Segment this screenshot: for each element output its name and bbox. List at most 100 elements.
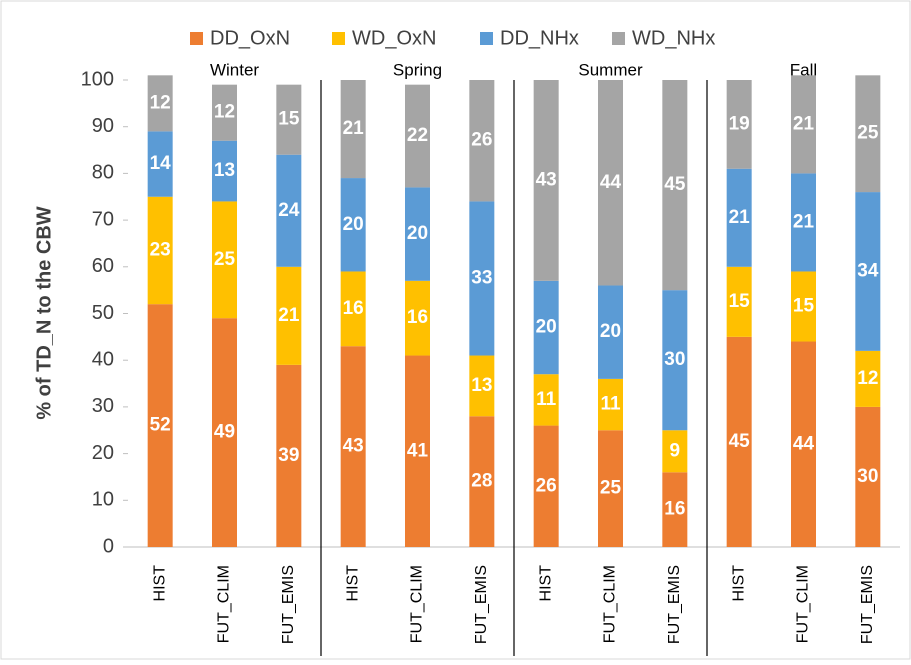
y-tick-label: 90 [92, 115, 114, 137]
value-label: 16 [664, 499, 685, 520]
value-label: 43 [536, 169, 557, 190]
bar-segment [405, 280, 430, 356]
value-label: 39 [278, 445, 299, 466]
y-tick-label: 100 [81, 68, 114, 90]
value-label: 30 [857, 466, 878, 487]
value-label: 26 [471, 130, 492, 151]
legend-swatch [332, 32, 345, 45]
x-tick-label: FUT_EMIS [666, 565, 683, 644]
legend-label: WD_OxN [352, 27, 436, 49]
bar-segment [276, 364, 302, 547]
value-label: 21 [278, 305, 300, 326]
value-label: 41 [407, 440, 429, 461]
value-label: 45 [729, 431, 751, 452]
value-label: 12 [214, 102, 235, 123]
value-label: 20 [600, 321, 621, 342]
x-tick-label: HIST [730, 565, 747, 602]
bar-segment [469, 80, 495, 202]
bar-segment [855, 192, 881, 351]
bar-segment [340, 271, 366, 347]
value-label: 13 [214, 160, 235, 181]
bar-segment [469, 355, 495, 417]
bar-segment [791, 173, 816, 272]
value-label: 21 [343, 118, 365, 139]
group-label: Winter [210, 60, 259, 79]
value-label: 11 [536, 389, 557, 410]
bar-segment [726, 266, 752, 337]
value-label: 16 [407, 307, 428, 328]
bar-segment [212, 84, 237, 141]
value-label: 43 [343, 436, 364, 457]
legend-swatch [612, 32, 625, 45]
value-label: 15 [793, 296, 815, 317]
bar-segment [855, 75, 881, 193]
y-axis-label: % of TD_N to the CBW [33, 206, 55, 419]
bar-segment [212, 140, 237, 202]
x-tick-label: FUT_CLIM [216, 565, 233, 643]
value-label: 49 [214, 422, 235, 443]
value-label: 25 [857, 123, 879, 144]
value-label: 20 [536, 317, 557, 338]
x-tick-label: HIST [537, 565, 554, 602]
x-tick-label: FUT_EMIS [859, 565, 876, 644]
group-label: Spring [393, 60, 442, 79]
value-label: 44 [793, 433, 815, 454]
value-label: 16 [343, 298, 364, 319]
value-label: 13 [471, 375, 492, 396]
bar-segment [855, 406, 881, 547]
bar-segment [533, 374, 559, 426]
y-tick-label: 0 [103, 535, 114, 557]
value-label: 11 [600, 394, 621, 415]
x-tick-label: FUT_CLIM [602, 565, 619, 643]
value-label: 9 [670, 440, 681, 461]
value-label: 14 [150, 153, 172, 174]
y-tick-label: 70 [92, 208, 114, 230]
value-label: 44 [600, 172, 622, 193]
legend-label: DD_OxN [210, 27, 290, 49]
value-label: 52 [150, 415, 171, 436]
bar-segment [533, 80, 559, 281]
bar-segment [147, 75, 173, 132]
value-label: 30 [664, 349, 685, 370]
value-label: 26 [536, 475, 557, 496]
bar-segment [855, 350, 881, 407]
bar-segment [469, 416, 495, 547]
y-tick-label: 40 [92, 348, 114, 370]
value-label: 25 [600, 478, 622, 499]
bar-segment [533, 425, 559, 547]
value-label: 15 [729, 291, 751, 312]
group-label: Summer [578, 60, 643, 79]
bar-segment [340, 346, 366, 547]
value-label: 23 [150, 239, 171, 260]
bar-segment [726, 80, 752, 169]
bar-segment [276, 84, 302, 155]
y-tick-label: 20 [92, 442, 114, 464]
bar-segment [662, 290, 688, 431]
value-label: 24 [278, 200, 300, 221]
value-label: 21 [729, 207, 751, 228]
bar-segment [662, 80, 688, 291]
bar-segment [276, 266, 302, 365]
value-label: 20 [343, 214, 364, 235]
value-label: 20 [407, 223, 428, 244]
bar-segment [533, 280, 559, 375]
value-label: 34 [857, 260, 879, 281]
y-tick-label: 60 [92, 255, 114, 277]
bar-segment [405, 187, 430, 281]
bar-segment [147, 304, 173, 547]
value-label: 33 [471, 267, 492, 288]
x-tick-label: FUT_EMIS [473, 565, 490, 644]
bar-segment [212, 318, 237, 547]
group-label: Fall [790, 60, 817, 79]
y-tick-label: 80 [92, 162, 114, 184]
y-tick-label: 50 [92, 302, 114, 324]
bar-segment [726, 336, 752, 547]
legend-swatch [480, 32, 493, 45]
x-tick-label: FUT_EMIS [280, 565, 297, 644]
bar-segment [340, 80, 366, 179]
bar-segment [469, 201, 495, 356]
value-label: 19 [729, 113, 750, 134]
